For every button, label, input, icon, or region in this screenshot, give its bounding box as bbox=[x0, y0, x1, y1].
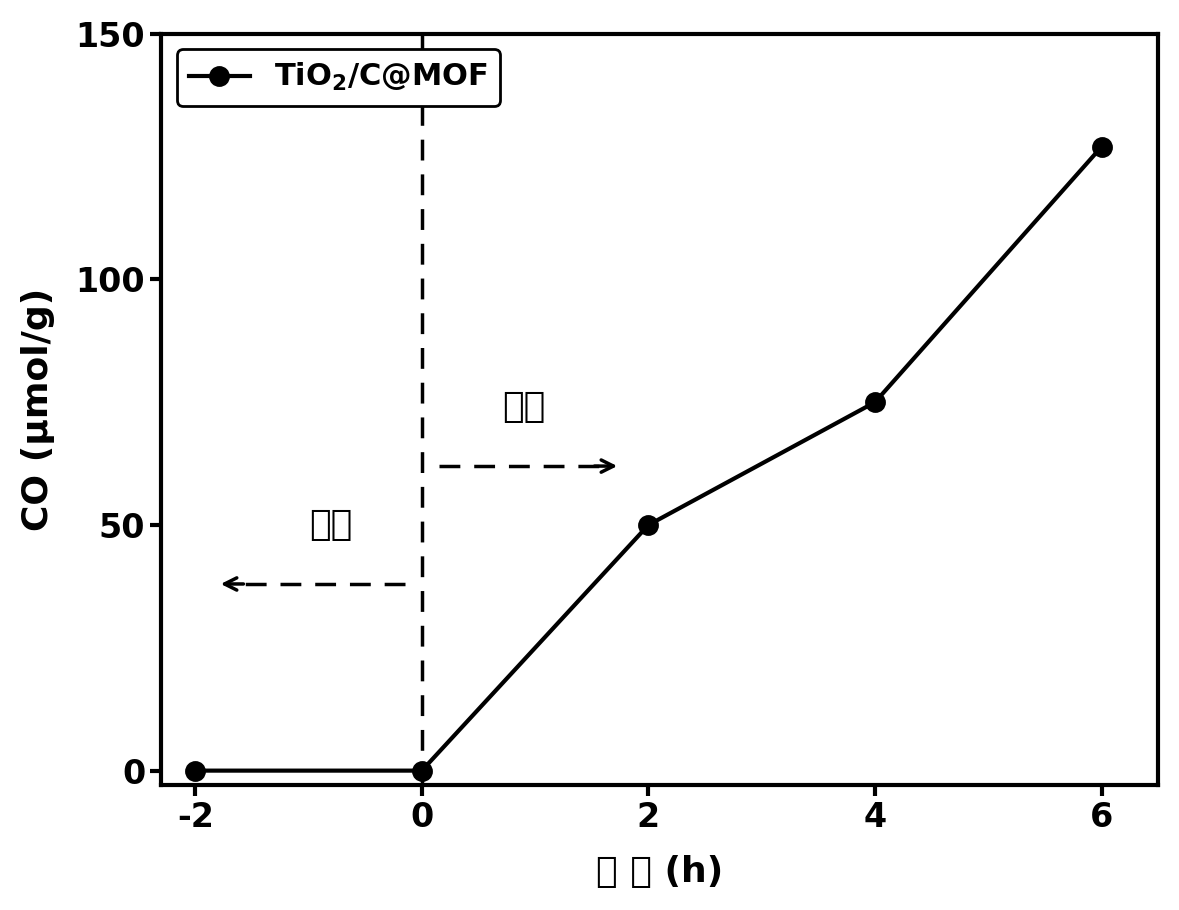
TiO$_2$/C@MOF bbox=[868, 397, 882, 408]
Text: 光照: 光照 bbox=[502, 390, 546, 424]
TiO$_2$/C@MOF bbox=[641, 520, 656, 531]
X-axis label: 时 间 (h): 时 间 (h) bbox=[597, 855, 724, 889]
TiO$_2$/C@MOF bbox=[1094, 141, 1108, 152]
Text: 黑暗: 黑暗 bbox=[310, 508, 353, 542]
Line: TiO$_2$/C@MOF: TiO$_2$/C@MOF bbox=[186, 137, 1111, 780]
TiO$_2$/C@MOF bbox=[189, 765, 203, 776]
Y-axis label: CO (μmol/g): CO (μmol/g) bbox=[21, 288, 55, 531]
Legend: TiO$_2$/C@MOF: TiO$_2$/C@MOF bbox=[177, 49, 500, 106]
TiO$_2$/C@MOF bbox=[415, 765, 429, 776]
